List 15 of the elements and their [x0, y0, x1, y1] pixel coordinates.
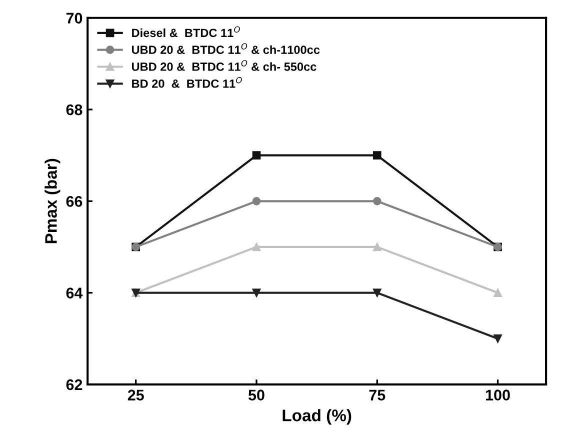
- x-tick-label: 100: [486, 390, 510, 401]
- legend-label: UBD 20 & BTDC 11$^{O}$ & ch-1100cc: [132, 43, 320, 54]
- x-tick-label: 25: [128, 390, 144, 401]
- y-tick-label: 62: [66, 379, 82, 390]
- legend-label: BD 20 & BTDC 11$^{O}$: [132, 77, 242, 88]
- y-tick-label: 68: [66, 104, 82, 116]
- x-tick-label: 75: [369, 390, 386, 401]
- x-tick-label: 50: [248, 390, 264, 401]
- y-tick-label: 64: [66, 288, 83, 298]
- x-axis-title: Load (%): [282, 409, 352, 425]
- legend-label: UBD 20 & BTDC 11$^{O}$ & ch- 550cc: [132, 60, 316, 71]
- legend-label: Diesel & BTDC 11$^{O}$: [132, 26, 240, 38]
- y-tick-label: 66: [66, 196, 82, 207]
- y-tick-label: 70: [66, 12, 82, 24]
- y-axis-title: Pmax (bar): [44, 158, 60, 244]
